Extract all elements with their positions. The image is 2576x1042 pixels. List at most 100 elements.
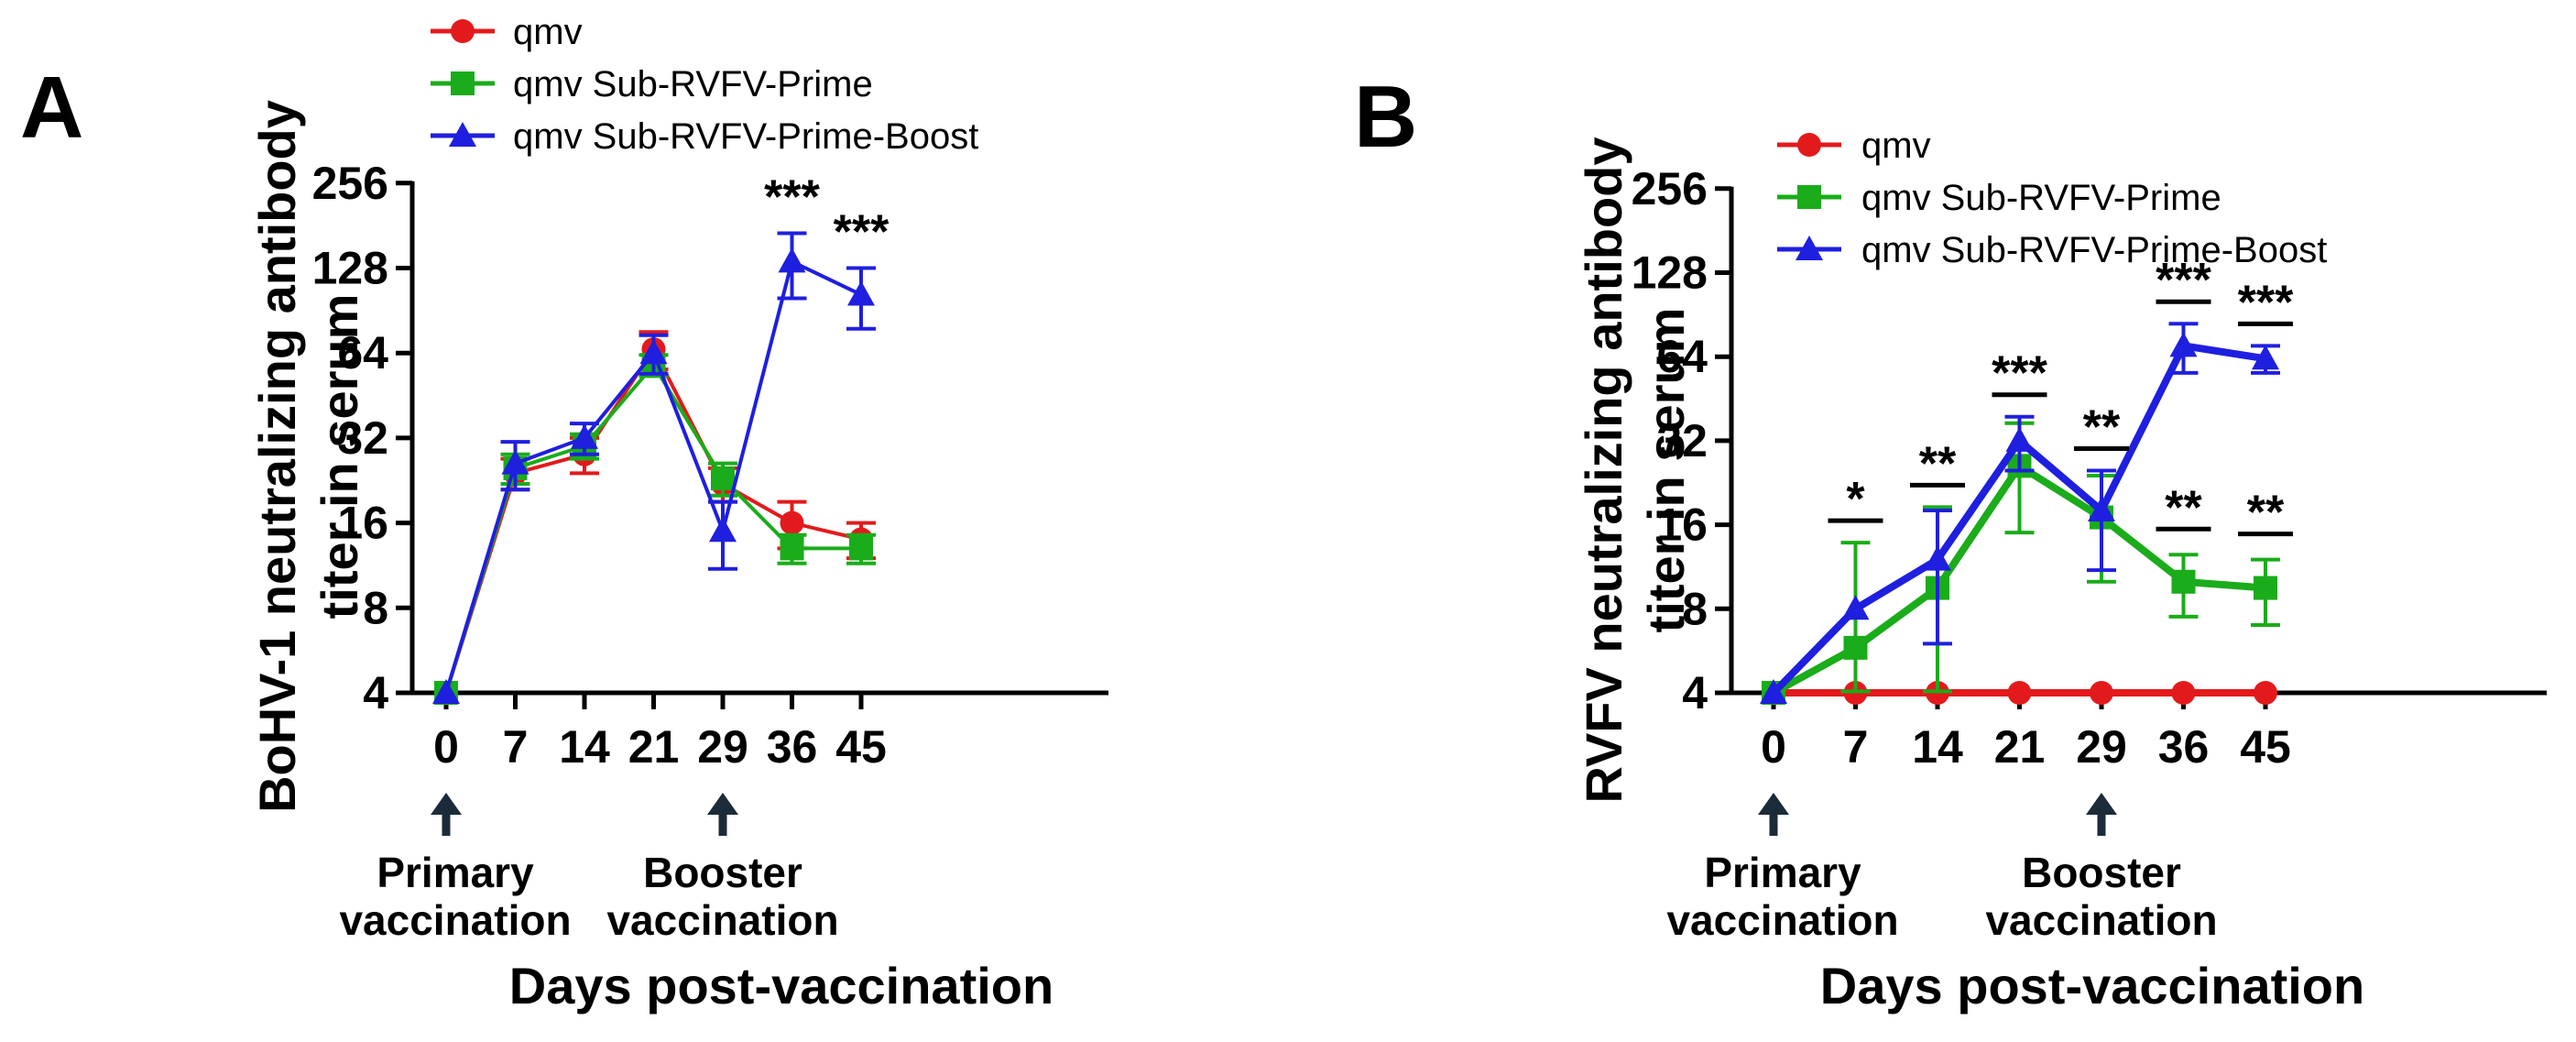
y-tick-label: 16 <box>337 498 388 549</box>
data-point <box>2171 569 2196 594</box>
legend-marker <box>451 19 475 43</box>
series-qmv-sub-rvfv-prime-boost <box>1760 322 2280 704</box>
significance-label: *** <box>2238 276 2294 329</box>
data-point <box>778 247 806 273</box>
significance-label: ** <box>2165 481 2202 534</box>
data-point <box>847 280 875 306</box>
significance-label: *** <box>834 206 890 259</box>
legend-marker <box>451 71 475 95</box>
data-point <box>2254 576 2277 600</box>
significance-label: ** <box>2083 401 2121 455</box>
y-axis-title: RVFV neutralizing antibody <box>1575 137 1632 803</box>
x-tick-label: 0 <box>1761 721 1786 773</box>
x-tick-label: 14 <box>1912 721 1963 773</box>
data-point <box>1843 635 1868 660</box>
legend-label: qmv Sub-RVFV-Prime-Boost <box>1861 230 2327 270</box>
legend-marker <box>1796 236 1823 260</box>
legend-label: qmv Sub-RVFV-Prime-Boost <box>513 116 978 157</box>
legend-label: qmv <box>1861 126 1931 166</box>
significance-label: * <box>1846 473 1865 526</box>
y-tick-label: 8 <box>363 582 388 633</box>
vaccination-label: Booster <box>2022 849 2181 896</box>
y-tick-label: 128 <box>312 243 388 294</box>
arrow-up-icon <box>707 793 738 815</box>
data-point <box>432 679 460 704</box>
significance-label: *** <box>1992 347 2047 400</box>
y-axis-title: titer in serum <box>311 294 368 620</box>
data-point <box>2254 681 2277 705</box>
data-point <box>639 339 668 365</box>
y-tick-label: 16 <box>1656 499 1708 551</box>
arrow-up-icon <box>431 793 462 815</box>
data-point <box>2090 681 2113 705</box>
x-tick-label: 14 <box>559 721 610 773</box>
legend-label: qmv Sub-RVFV-Prime <box>513 64 873 104</box>
legend-label: qmv Sub-RVFV-Prime <box>1861 178 2221 218</box>
x-tick-label: 29 <box>2076 721 2127 773</box>
series-qmv-sub-rvfv-prime-boost <box>432 231 876 704</box>
x-tick-label: 0 <box>433 721 459 773</box>
y-tick-label: 64 <box>337 327 388 378</box>
vaccination-label: Primary <box>1704 849 1861 896</box>
x-tick-label: 21 <box>1994 721 2046 773</box>
vaccination-label: vaccination <box>1985 896 2217 944</box>
panel-b: B 4 8 16 32 64 128 256 0 7 14 21 29 36 45 RVFV neutrali… <box>1354 68 2547 1015</box>
data-point <box>711 466 735 491</box>
x-axis-title: Days post-vaccination <box>509 957 1053 1015</box>
legend-marker <box>1797 133 1821 157</box>
y-tick-label: 32 <box>337 412 388 464</box>
x-tick-label: 45 <box>2240 721 2291 773</box>
legend-marker <box>1797 185 1821 209</box>
y-tick-label: 128 <box>1632 247 1708 299</box>
y-axis-title: BoHV-1 neutralizing antibody <box>248 100 306 813</box>
data-point <box>2252 345 2279 370</box>
arrow-up-icon <box>2086 793 2117 815</box>
x-tick-label: 7 <box>1843 721 1869 773</box>
significance-label: ** <box>2247 487 2285 540</box>
y-tick-label: 256 <box>312 158 388 209</box>
data-point <box>780 510 804 535</box>
x-tick-label: 29 <box>697 721 748 773</box>
legend-label: qmv <box>513 12 583 52</box>
y-tick-label: 4 <box>1682 667 1708 718</box>
data-point <box>1841 595 1870 620</box>
data-point <box>1924 545 1951 571</box>
panel-a: A 4 8 16 32 64 128 256 0 7 14 21 29 36 45 BoHV-1 neutra… <box>20 12 1108 1015</box>
data-point <box>2169 332 2198 357</box>
data-point <box>780 536 804 561</box>
data-point <box>2007 681 2032 705</box>
y-tick-label: 4 <box>363 667 388 718</box>
y-tick-label: 256 <box>1632 163 1708 214</box>
data-point <box>2171 681 2196 705</box>
x-axis-title: Days post-vaccination <box>1820 957 2364 1015</box>
vaccination-label: vaccination <box>1666 896 1898 944</box>
y-tick-label: 8 <box>1682 583 1708 634</box>
series-qmv <box>1762 681 2277 705</box>
data-point <box>849 536 873 561</box>
vaccination-label: Booster <box>643 849 802 896</box>
data-point <box>2005 426 2034 452</box>
data-point <box>709 517 737 543</box>
panel-letter: A <box>20 59 83 157</box>
y-axis-title: titer in serum <box>1637 308 1695 633</box>
vaccination-label: Primary <box>377 849 534 896</box>
y-tick-label: 64 <box>1656 331 1708 382</box>
significance-label: *** <box>764 171 820 225</box>
x-tick-label: 36 <box>767 721 818 773</box>
data-point <box>501 449 529 475</box>
data-point <box>571 423 598 449</box>
arrow-up-icon <box>1758 793 1789 815</box>
data-point <box>2088 497 2115 522</box>
legend-marker <box>449 122 476 147</box>
x-tick-label: 21 <box>628 721 680 773</box>
data-point <box>1760 679 1787 704</box>
x-tick-label: 36 <box>2158 721 2210 773</box>
y-tick-label: 32 <box>1656 415 1708 466</box>
significance-label: *** <box>2156 254 2211 307</box>
vaccination-label: vaccination <box>339 896 571 944</box>
x-tick-label: 45 <box>835 721 887 773</box>
vaccination-label: vaccination <box>606 896 838 944</box>
x-tick-label: 7 <box>503 721 529 773</box>
panel-letter: B <box>1354 68 1417 166</box>
